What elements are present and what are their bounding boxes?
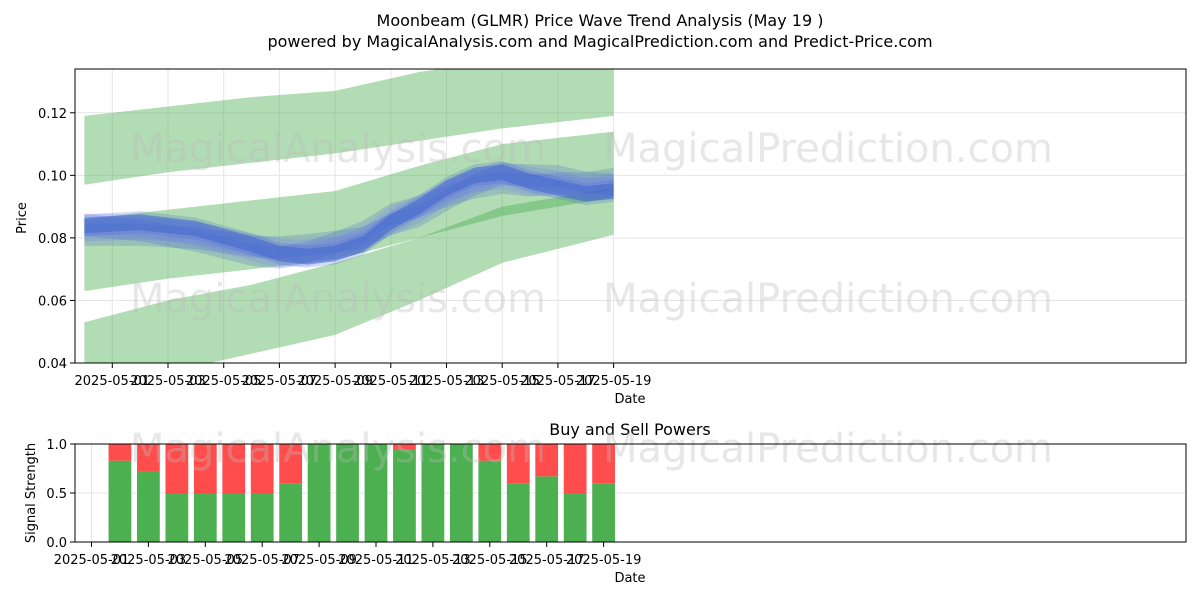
wave-band bbox=[84, 167, 614, 268]
sell-bar bbox=[165, 444, 189, 493]
buy-bar bbox=[563, 493, 587, 542]
y-tick-label: 0.0 bbox=[46, 536, 67, 551]
x-tick-label: 2025-05-03 bbox=[111, 553, 187, 568]
signal-x-axis: 2025-05-012025-05-032025-05-052025-05-07… bbox=[54, 542, 642, 568]
x-tick-label: 2025-05-05 bbox=[186, 374, 262, 389]
sell-bar bbox=[506, 444, 530, 484]
x-tick-label: 2025-05-15 bbox=[464, 374, 540, 389]
x-tick-label: 2025-05-07 bbox=[242, 374, 318, 389]
trend-band bbox=[84, 69, 614, 185]
signal-y-axis: 0.0 0.5 1.0 bbox=[46, 438, 75, 551]
x-tick-label: 2025-05-03 bbox=[130, 374, 206, 389]
x-tick-label: 2025-05-13 bbox=[409, 374, 485, 389]
signal-y-label: Signal Strength bbox=[24, 443, 39, 543]
price-chart: MagicalAnalysis.com MagicalPrediction.co… bbox=[15, 68, 1187, 407]
price-waves bbox=[84, 161, 614, 269]
sell-bar bbox=[563, 444, 587, 493]
buy-bar bbox=[193, 493, 217, 542]
chart-subtitle: powered by MagicalAnalysis.com and Magic… bbox=[267, 32, 932, 51]
sell-bar bbox=[137, 444, 160, 472]
price-y-axis: 0.04 0.06 0.08 0.10 0.12 bbox=[38, 107, 75, 372]
y-tick-label: 0.5 bbox=[46, 487, 67, 502]
x-tick-label: 2025-05-01 bbox=[54, 553, 130, 568]
x-tick-label: 2025-05-19 bbox=[566, 553, 642, 568]
sell-bar bbox=[222, 444, 246, 493]
watermark-text: MagicalPrediction.com bbox=[603, 126, 1053, 172]
signal-bars bbox=[108, 444, 615, 542]
price-y-label: Price bbox=[15, 202, 30, 234]
sell-bar bbox=[535, 444, 559, 477]
watermark-top: MagicalAnalysis.com MagicalPrediction.co… bbox=[130, 126, 1053, 322]
price-plot-frame bbox=[74, 68, 1187, 364]
signal-chart: Buy and Sell Powers MagicalAnalysis.com … bbox=[24, 420, 1187, 586]
watermark-text: MagicalPrediction.com bbox=[603, 426, 1053, 472]
chart-title: Moonbeam (GLMR) Price Wave Trend Analysi… bbox=[377, 11, 824, 30]
sell-bar bbox=[393, 444, 416, 450]
sell-bar bbox=[193, 444, 217, 493]
buy-bar bbox=[165, 493, 189, 542]
x-tick-label: 2025-05-09 bbox=[297, 374, 373, 389]
buy-bar bbox=[421, 444, 445, 542]
sell-bar bbox=[250, 444, 274, 493]
buy-bar bbox=[108, 460, 132, 542]
buy-bar bbox=[449, 444, 473, 542]
y-tick-label: 0.04 bbox=[38, 357, 67, 372]
buy-bar bbox=[364, 444, 388, 542]
sell-bar bbox=[108, 444, 132, 461]
y-tick-label: 0.08 bbox=[38, 232, 67, 247]
watermark-text: MagicalAnalysis.com bbox=[130, 276, 546, 322]
signal-x-label: Date bbox=[614, 571, 645, 586]
watermark-text: MagicalAnalysis.com bbox=[130, 126, 546, 172]
buy-bar bbox=[506, 483, 530, 542]
sell-bar bbox=[592, 444, 615, 484]
x-tick-label: 2025-05-07 bbox=[224, 553, 300, 568]
x-tick-label: 2025-05-13 bbox=[395, 553, 471, 568]
x-tick-label: 2025-05-17 bbox=[509, 553, 585, 568]
x-tick-label: 2025-05-11 bbox=[338, 553, 414, 568]
watermark-text: MagicalAnalysis.com bbox=[130, 426, 546, 472]
buy-bar bbox=[393, 449, 416, 542]
sell-bar bbox=[478, 444, 502, 461]
buy-bar bbox=[137, 471, 160, 542]
buy-bar bbox=[279, 483, 303, 542]
y-tick-label: 1.0 bbox=[46, 438, 67, 453]
x-tick-label: 2025-05-09 bbox=[281, 553, 357, 568]
wave-band bbox=[84, 167, 614, 269]
buy-bar bbox=[307, 444, 331, 542]
y-tick-label: 0.06 bbox=[38, 294, 67, 309]
wave-core bbox=[84, 164, 614, 265]
buy-bar bbox=[336, 444, 359, 542]
watermark-text: MagicalPrediction.com bbox=[603, 276, 1053, 322]
buy-bar bbox=[222, 493, 246, 542]
buy-bar bbox=[250, 493, 274, 542]
buy-bar bbox=[592, 483, 615, 542]
y-tick-label: 0.12 bbox=[38, 107, 67, 122]
buy-bar bbox=[478, 460, 502, 542]
price-x-label: Date bbox=[614, 392, 645, 407]
x-tick-label: 2025-05-19 bbox=[576, 374, 652, 389]
x-tick-label: 2025-05-05 bbox=[168, 553, 244, 568]
sell-bar bbox=[279, 444, 303, 484]
watermark-bottom: MagicalAnalysis.com MagicalPrediction.co… bbox=[130, 426, 1053, 472]
x-tick-label: 2025-05-15 bbox=[452, 553, 528, 568]
signal-title: Buy and Sell Powers bbox=[549, 420, 711, 439]
y-tick-label: 0.10 bbox=[38, 169, 67, 184]
trend-band bbox=[84, 187, 614, 363]
x-tick-label: 2025-05-17 bbox=[520, 374, 596, 389]
price-x-axis: 2025-05-012025-05-032025-05-052025-05-07… bbox=[75, 363, 652, 389]
buy-bar bbox=[535, 476, 559, 542]
x-tick-label: 2025-05-01 bbox=[75, 374, 151, 389]
x-tick-label: 2025-05-11 bbox=[353, 374, 429, 389]
